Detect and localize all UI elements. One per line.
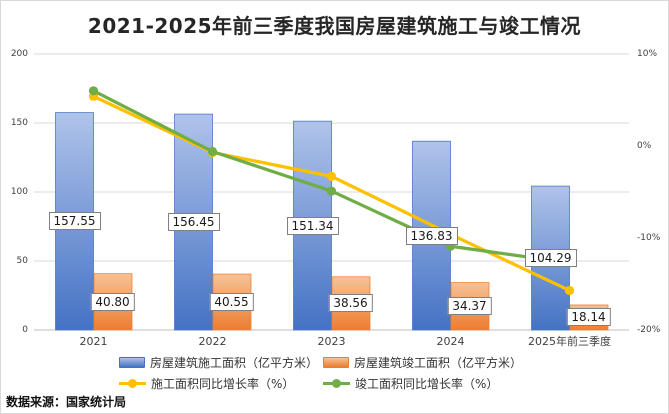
data-label-completion-area-2024: 34.37: [447, 297, 492, 316]
category-label: 2022: [198, 335, 227, 348]
category-label: 2023: [317, 335, 346, 348]
marker-construction-growth-2025年前三季度[interactable]: [564, 285, 575, 296]
data-label-construction-area-2024: 136.83: [405, 226, 458, 245]
legend-label-completion-area: 房屋建筑竣工面积（亿平方米）: [354, 355, 523, 370]
marker-completion-growth-2023[interactable]: [326, 186, 337, 196]
legend-label-construction-area: 房屋建筑施工面积（亿平方米）: [150, 355, 319, 370]
category-label: 2025年前三季度: [528, 335, 611, 348]
data-label-completion-area-2021: 40.80: [90, 292, 135, 311]
green-line-swatch-icon: [323, 378, 350, 388]
left-axis-tick-label: 150: [10, 118, 28, 128]
right-axis-tick-label: 10%: [637, 49, 658, 59]
category-label: 2024: [436, 335, 465, 348]
right-axis-tick-label: -10%: [637, 233, 661, 243]
left-axis-tick-label: 200: [10, 49, 28, 59]
data-label-construction-area-2022: 156.45: [167, 213, 220, 232]
source-note: 数据来源：国家统计局: [6, 395, 127, 409]
legend-item-completion-area[interactable]: 房屋建筑竣工面积（亿平方米）: [323, 354, 522, 370]
yellow-line-swatch-icon: [119, 378, 146, 388]
legend-label-completion-growth: 竣工面积同比增长率（%）: [355, 376, 499, 391]
legend-item-construction-area[interactable]: 房屋建筑施工面积（亿平方米）: [119, 354, 318, 370]
left-axis-tick-label: 100: [10, 187, 28, 197]
data-label-construction-area-2025年前三季度: 104.29: [524, 249, 577, 268]
data-label-completion-area-2022: 40.55: [209, 293, 254, 312]
data-label-construction-area-2021: 157.55: [48, 212, 101, 231]
right-axis-tick-label: 0%: [637, 141, 652, 151]
marker-construction-growth-2023[interactable]: [326, 171, 337, 181]
legend-item-completion-growth[interactable]: 竣工面积同比增长率（%）: [323, 375, 498, 391]
left-axis-tick-label: 50: [16, 256, 28, 266]
marker-completion-growth-2022[interactable]: [207, 146, 218, 157]
data-label-construction-area-2023: 151.34: [286, 216, 339, 235]
data-label-completion-area-2023: 38.56: [328, 294, 373, 313]
data-label-completion-area-2025年前三季度: 18.14: [566, 308, 611, 327]
orange-bar-swatch-icon: [323, 356, 349, 368]
left-axis-tick-label: 0: [22, 325, 28, 335]
blue-bar-swatch-icon: [119, 356, 145, 368]
right-axis-tick-label: -20%: [637, 325, 661, 335]
category-label: 2021: [79, 335, 108, 348]
marker-completion-growth-2021[interactable]: [88, 86, 99, 96]
chart-title: 2021-2025年前三季度我国房屋建筑施工与竣工情况: [87, 14, 582, 38]
legend-item-construction-growth[interactable]: 施工面积同比增长率（%）: [119, 375, 294, 391]
legend-label-construction-growth: 施工面积同比增长率（%）: [151, 376, 295, 391]
